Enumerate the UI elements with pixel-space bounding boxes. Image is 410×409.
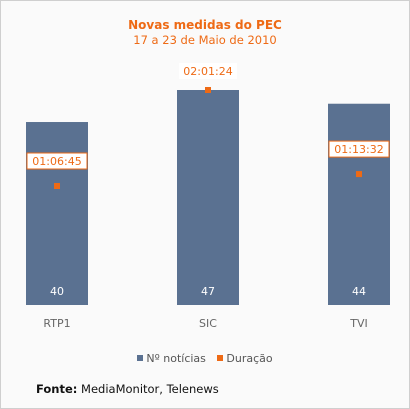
- source-note: Fonte: MediaMonitor, Telenews: [36, 382, 219, 396]
- category-label-rtp1: RTP1: [43, 317, 70, 330]
- legend-item-noticias: Nº notícias: [137, 352, 206, 365]
- chart-title: Novas medidas do PEC: [128, 18, 282, 32]
- source-text: MediaMonitor, Telenews: [77, 382, 219, 396]
- duration-point-sic: [205, 87, 211, 93]
- bar-value-rtp1: 40: [50, 285, 64, 298]
- duration-label-box-rtp1: [26, 152, 88, 170]
- legend-swatch-duracao: [217, 355, 224, 361]
- duration-label-rtp1: 01:06:45: [32, 155, 81, 168]
- duration-label-box-sic: [179, 63, 237, 79]
- legend-item-duracao: Duração: [217, 352, 273, 365]
- duration-label-sic: 02:01:24: [183, 65, 232, 78]
- chart-subtitle: 17 a 23 de Maio de 2010: [133, 33, 277, 47]
- source-label: Fonte:: [36, 382, 78, 396]
- category-label-sic: SIC: [199, 317, 217, 330]
- duration-point-tvi: [356, 171, 362, 178]
- bar-tvi: [328, 103, 390, 305]
- bar-value-tvi: 44: [352, 285, 366, 298]
- bar-sic: [177, 90, 239, 305]
- bar-value-sic: 47: [201, 285, 215, 298]
- legend-label-duracao: Duração: [226, 352, 273, 365]
- chart-legend: Nº notícias Duração: [0, 352, 410, 365]
- legend-swatch-noticias: [137, 355, 144, 361]
- legend-label-noticias: Nº notícias: [146, 352, 206, 365]
- duration-label-box-tvi: [328, 140, 390, 158]
- duration-point-rtp1: [54, 183, 60, 189]
- bar-rtp1: [26, 122, 88, 306]
- duration-label-tvi: 01:13:32: [334, 143, 383, 156]
- category-label-tvi: TVI: [349, 317, 368, 330]
